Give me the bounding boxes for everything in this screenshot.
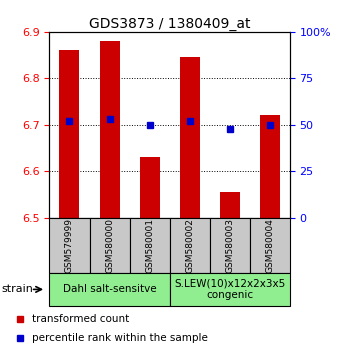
Text: GSM580002: GSM580002 xyxy=(185,218,194,273)
Bar xyxy=(49,273,169,306)
Text: percentile rank within the sample: percentile rank within the sample xyxy=(32,333,208,343)
Bar xyxy=(130,218,169,273)
Text: GSM580003: GSM580003 xyxy=(225,218,234,273)
Bar xyxy=(220,192,240,218)
Text: S.LEW(10)x12x2x3x5
congenic: S.LEW(10)x12x2x3x5 congenic xyxy=(174,279,285,300)
Bar xyxy=(139,157,160,218)
Text: GSM579999: GSM579999 xyxy=(65,218,74,273)
Text: transformed count: transformed count xyxy=(32,314,130,324)
Bar xyxy=(180,57,200,218)
Bar xyxy=(100,41,120,218)
Bar xyxy=(169,218,210,273)
Bar xyxy=(49,218,89,273)
Text: GSM580000: GSM580000 xyxy=(105,218,114,273)
Bar xyxy=(169,273,290,306)
Text: GSM580004: GSM580004 xyxy=(265,218,274,273)
Bar xyxy=(59,51,79,218)
Bar xyxy=(89,218,130,273)
Title: GDS3873 / 1380409_at: GDS3873 / 1380409_at xyxy=(89,17,250,31)
Text: GSM580001: GSM580001 xyxy=(145,218,154,273)
Text: strain: strain xyxy=(2,284,33,295)
Bar xyxy=(260,115,280,218)
Text: Dahl salt-sensitve: Dahl salt-sensitve xyxy=(63,284,157,295)
Bar xyxy=(210,218,250,273)
Bar xyxy=(250,218,290,273)
